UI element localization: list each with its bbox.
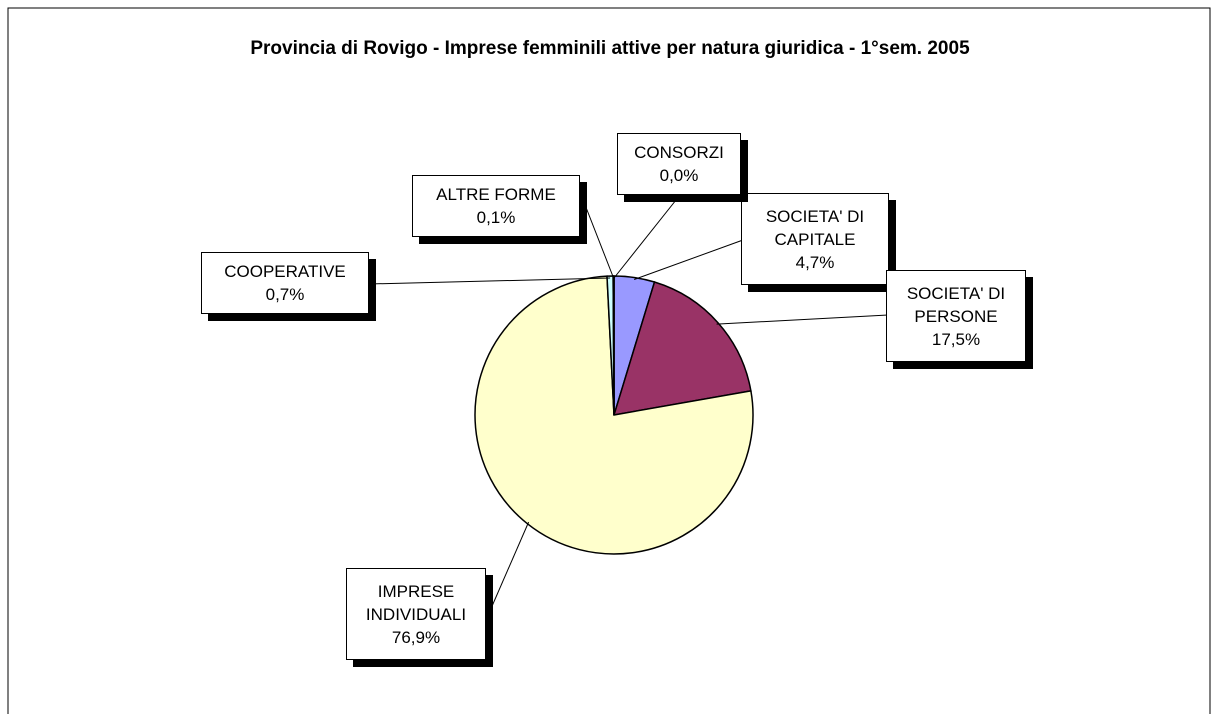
category-label: SOCIETA' DI PERSONE (906, 283, 1006, 326)
value-label: 17,5% (931, 329, 981, 349)
category-label: CONSORZI (634, 143, 724, 162)
category-label: COOPERATIVE (224, 262, 346, 281)
data-label: ALTRE FORME 0,1% (412, 175, 580, 237)
leader-line (613, 194, 681, 279)
category-label: IMPRESE INDIVIDUALI (365, 581, 467, 624)
chart-title: Provincia di Rovigo - Imprese femminili … (250, 38, 970, 59)
pie-slice (612, 281, 752, 416)
leader-line (716, 314, 889, 325)
value-label: 0,7% (265, 285, 305, 304)
data-label: SOCIETA' DI CAPITALE 4,7% (741, 193, 889, 285)
value-label: 0,1% (476, 208, 516, 227)
chart-frame (7, 7, 1211, 714)
data-label: IMPRESE INDIVIDUALI 76,9% (346, 568, 486, 660)
leader-line (368, 277, 611, 285)
value-label: 0,0% (659, 166, 699, 185)
data-label: SOCIETA' DI PERSONE 17,5% (886, 270, 1026, 362)
data-label: CONSORZI 0,0% (617, 133, 741, 195)
data-label: COOPERATIVE 0,7% (201, 252, 369, 314)
value-label: 76,9% (391, 627, 441, 647)
category-label: ALTRE FORME (436, 185, 556, 204)
leader-line (485, 521, 530, 621)
leader-line (579, 191, 615, 279)
leader-line (634, 239, 744, 280)
value-label: 4,7% (795, 252, 835, 272)
category-label: SOCIETA' DI CAPITALE (765, 206, 865, 249)
